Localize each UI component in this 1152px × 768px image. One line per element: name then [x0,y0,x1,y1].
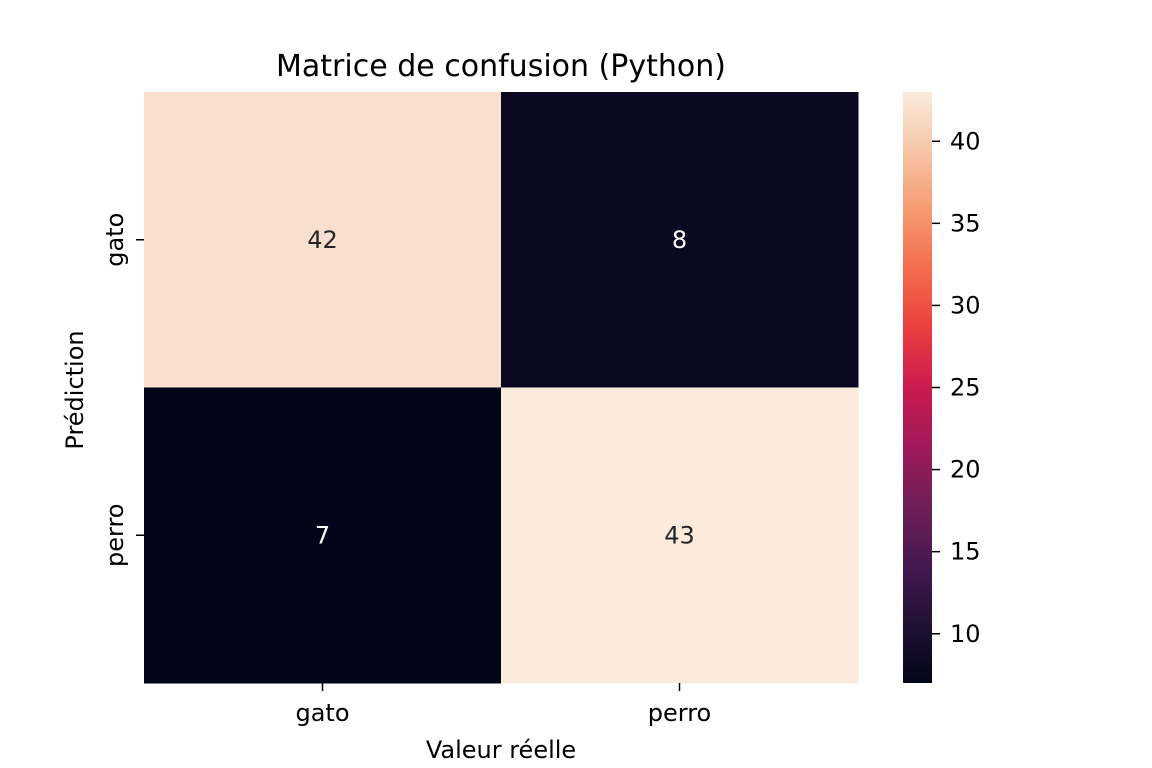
cell-value-label: 43 [664,521,695,549]
heatmap-cells [144,92,859,684]
x-tick-label: gato [295,699,349,727]
colorbar-tick-label: 25 [950,374,981,402]
cell-value-label: 42 [307,226,338,254]
heatmap-cell-gato-perro [501,92,859,388]
colorbar-ticks: 10 15 20 25 30 35 40 [932,127,981,648]
x-tick-label: perro [648,699,711,727]
y-axis-ticks: gato perro [101,213,144,567]
y-tick-label: gato [101,213,129,267]
x-axis-label: Valeur réelle [426,736,576,764]
colorbar-tick-label: 15 [950,538,981,566]
chart-title: Matrice de confusion (Python) [276,49,726,84]
colorbar-tick-label: 10 [950,620,981,648]
colorbar-tick-label: 30 [950,291,981,319]
cell-value-label: 8 [672,226,687,254]
heatmap-cell-gato-gato [144,92,502,388]
heatmap-cell-perro-gato [144,387,502,684]
heatmap-cell-labels: 42 8 7 43 [307,226,695,550]
y-tick-label: perro [101,504,129,567]
colorbar-tick-label: 40 [950,127,981,155]
x-axis-ticks: gato perro [295,683,711,727]
y-axis-label: Prédiction [61,330,89,449]
heatmap-cell-perro-perro [501,387,859,684]
colorbar-tick-label: 20 [950,456,981,484]
colorbar-tick-label: 35 [950,209,981,237]
colorbar [903,92,932,683]
cell-value-label: 7 [315,521,330,549]
